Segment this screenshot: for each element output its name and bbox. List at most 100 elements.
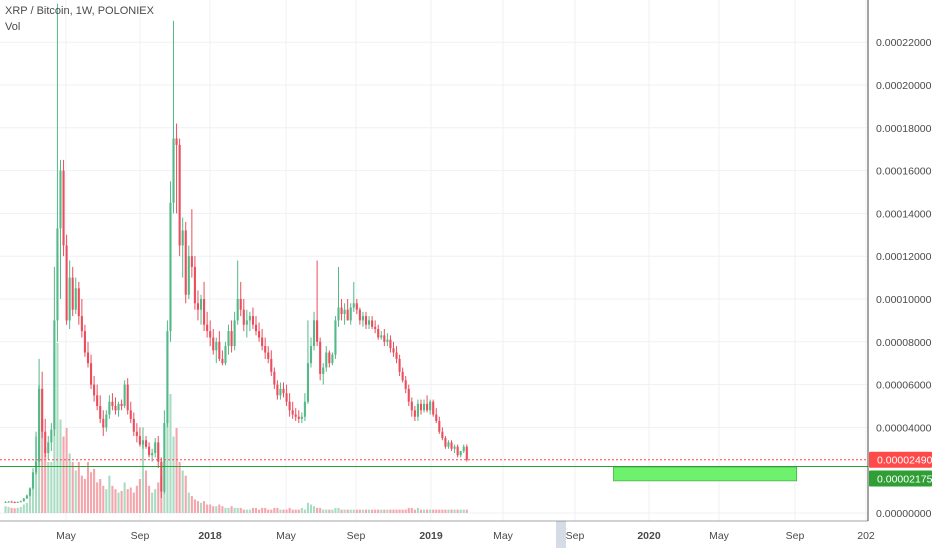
candle-body <box>358 309 361 321</box>
candle-body <box>236 299 239 321</box>
candle-body <box>77 288 80 317</box>
price-tick-label: 0.00018000 <box>876 123 932 135</box>
volume-bar <box>108 475 111 513</box>
volume-bar <box>135 485 138 513</box>
volume-bar <box>462 509 465 513</box>
volume-bar <box>401 509 404 513</box>
candle-body <box>316 320 319 342</box>
candle-body <box>221 358 224 364</box>
volume-bar <box>334 507 337 513</box>
candle-body <box>270 358 273 372</box>
symbol-title: XRP / Bitcoin, 1W, POLONIEX <box>5 5 154 17</box>
candle-body <box>99 406 102 419</box>
candle-body <box>416 403 419 417</box>
volume-bar <box>227 507 230 513</box>
volume-bar <box>80 475 83 513</box>
price-axis[interactable]: 0.00022000 0.00020000 0.00018000 0.00016000… <box>876 37 932 520</box>
candle-body <box>419 403 423 411</box>
volume-bar <box>355 509 358 513</box>
volume-bar <box>206 504 209 513</box>
time-tick-label: 2020 <box>637 530 661 542</box>
candle-body <box>306 363 309 402</box>
candle-body <box>96 395 99 406</box>
time-tick-label: May <box>709 530 730 542</box>
volume-bar <box>68 453 71 513</box>
candle-body <box>444 438 447 447</box>
candle-body <box>343 309 346 314</box>
volume-bar <box>154 489 157 513</box>
volume-bar <box>386 509 389 513</box>
candle-body <box>432 401 435 415</box>
candle-body <box>89 363 93 385</box>
volume-bar <box>132 492 135 513</box>
support-price-badge: 0.00002175 <box>869 470 932 487</box>
candle-body <box>374 326 377 329</box>
candle-body <box>267 352 270 359</box>
candle-body <box>187 256 190 295</box>
volume-bar <box>184 475 187 513</box>
candle-body <box>13 502 16 504</box>
volume-bar <box>303 509 306 513</box>
volume-bar <box>358 509 361 513</box>
candle-body <box>297 416 300 419</box>
candle-body <box>404 380 407 389</box>
volume-bar <box>254 507 258 513</box>
candle-body <box>410 401 413 411</box>
candle-body <box>456 446 459 456</box>
candle-body <box>190 256 193 267</box>
candle-body <box>108 401 111 415</box>
volume-bar <box>77 462 80 513</box>
volume-bar <box>404 509 407 513</box>
volume-bar <box>203 501 206 513</box>
volume-bar <box>13 508 16 513</box>
volume-bar <box>10 507 13 513</box>
volume-bar <box>413 509 416 513</box>
volume-bar <box>138 479 141 513</box>
volume-bar <box>196 501 200 513</box>
chart-grid <box>0 0 868 521</box>
time-tick-label: Sep <box>786 530 805 542</box>
volume-bar <box>371 509 374 513</box>
candle-body <box>212 337 215 351</box>
volume-bar <box>242 509 245 513</box>
candle-body <box>154 442 157 454</box>
volume-bar <box>236 507 239 513</box>
volume-bar <box>19 507 22 513</box>
candle-body <box>319 341 322 374</box>
price-tick-label: 0.00020000 <box>876 80 932 92</box>
volume-bar <box>47 462 50 513</box>
candle-body <box>157 442 160 462</box>
candle-body <box>294 414 297 417</box>
time-axis[interactable]: May Sep 2018 May Sep 2019 May Sep 2020 May Sep 202 <box>56 530 875 542</box>
volume-bar <box>111 485 114 513</box>
candle-body <box>102 418 105 428</box>
volume-bar <box>261 507 264 513</box>
volume-bar <box>190 496 193 513</box>
volume-bar <box>364 509 368 513</box>
volume-bar <box>313 506 316 513</box>
volume-bar <box>44 448 47 513</box>
price-tick-label: 0.00008000 <box>876 337 932 349</box>
volume-bar <box>239 507 242 513</box>
candle-body <box>355 303 358 310</box>
volume-bar <box>251 507 255 513</box>
volume-bar <box>346 509 349 513</box>
volume-bar <box>233 507 236 513</box>
candle-body <box>230 331 233 347</box>
price-tick-label: 0.00016000 <box>876 166 932 178</box>
volume-bar <box>199 502 203 513</box>
price-tick-label: 0.00014000 <box>876 208 932 220</box>
volume-bar <box>35 436 38 513</box>
volume-bar <box>273 507 276 513</box>
time-tick-label: 2019 <box>419 530 443 542</box>
volume-bar <box>65 428 68 513</box>
volume-bar <box>279 509 282 513</box>
candle-body <box>282 388 285 394</box>
volume-bar <box>215 506 218 513</box>
support-zone[interactable] <box>613 466 798 482</box>
candle-body <box>126 384 129 411</box>
candle-body <box>166 331 169 424</box>
time-axis-highlight <box>556 521 566 548</box>
volume-bar <box>459 509 462 513</box>
